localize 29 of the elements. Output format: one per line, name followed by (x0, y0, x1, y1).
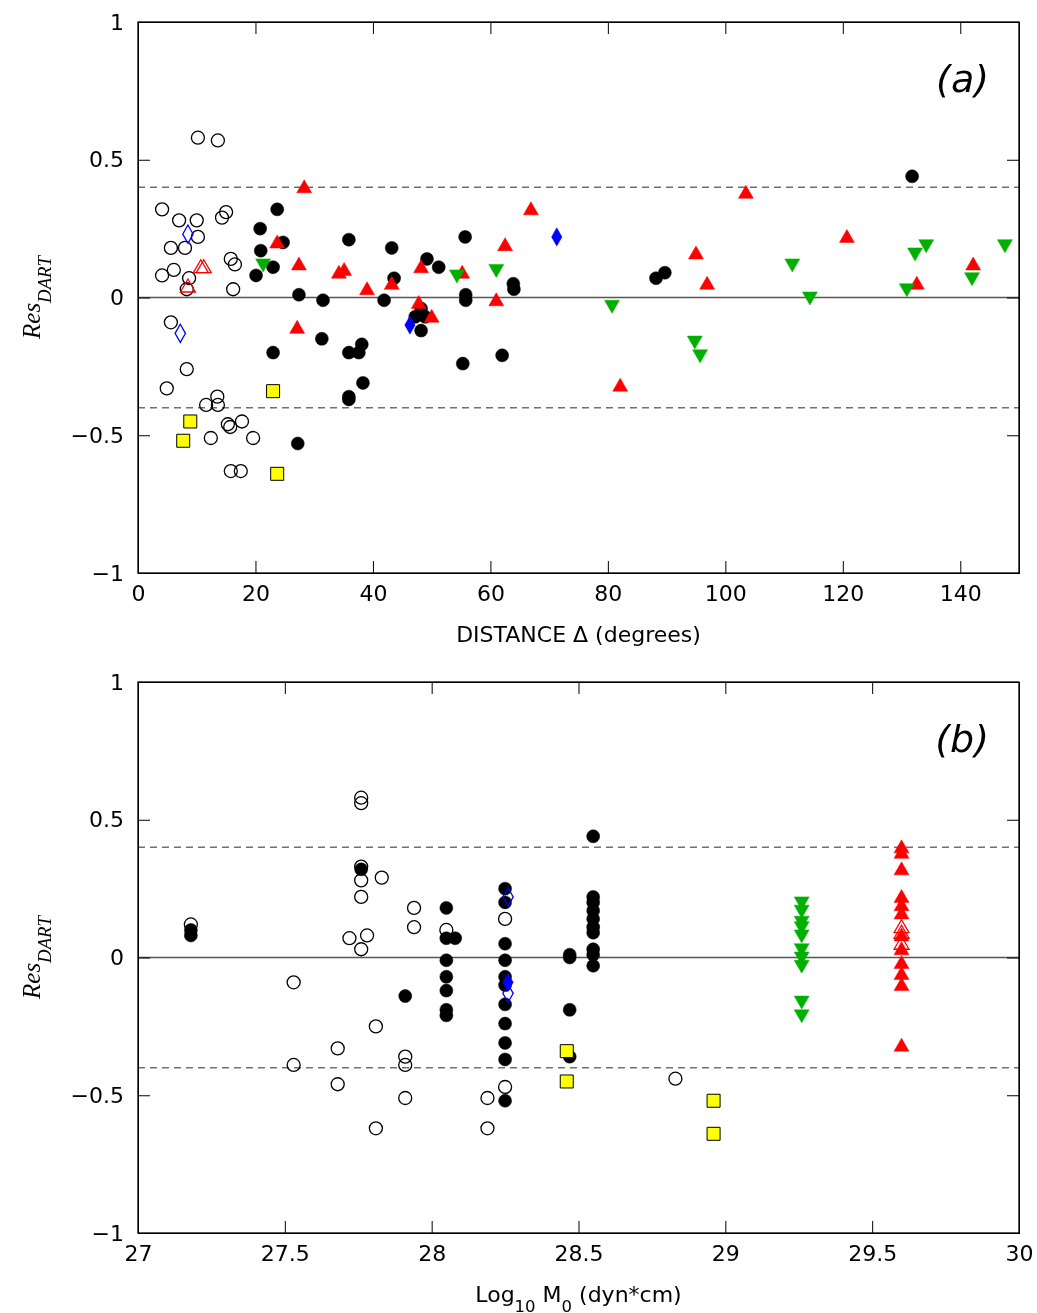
x-tick-label: 20 (241, 580, 270, 606)
x-tick-label: 80 (594, 580, 623, 606)
x-tick-label: 140 (939, 580, 982, 606)
y-tick-label: 0.5 (89, 807, 124, 833)
x-tick-label: 27 (124, 1240, 153, 1266)
x-tick-label: 28.5 (554, 1240, 604, 1266)
y-tick-label: 0.5 (89, 147, 124, 173)
annotation: (a) (936, 57, 989, 101)
y-tick-label: −1 (91, 1220, 124, 1246)
x-axis-title: DISTANCE Δ (degrees) (456, 622, 701, 647)
x-tick-label: 27.5 (260, 1240, 310, 1266)
x-tick-label: 28 (418, 1240, 447, 1266)
y-tick-label: −0.5 (70, 422, 124, 448)
y-tick-label: 0 (110, 285, 124, 311)
x-axis-title: Log$_{10}$ M$_{0}$ (dyn*cm) (475, 1282, 682, 1313)
x-tick-label: 29 (711, 1240, 740, 1266)
x-tick-label: 60 (476, 580, 505, 606)
x-tick-label: 100 (704, 580, 747, 606)
annotation: (b) (935, 717, 989, 761)
y-tick-label: 1 (110, 669, 124, 695)
y-tick-label: 0 (110, 945, 124, 971)
x-tick-label: 40 (359, 580, 388, 606)
y-tick-label: 1 (110, 9, 124, 35)
x-tick-label: 30 (1005, 1240, 1034, 1266)
x-tick-label: 0 (131, 580, 146, 606)
x-tick-label: 29.5 (848, 1240, 898, 1266)
x-tick-label: 120 (822, 580, 865, 606)
y-tick-label: −1 (91, 560, 124, 586)
y-tick-label: −0.5 (70, 1082, 124, 1108)
